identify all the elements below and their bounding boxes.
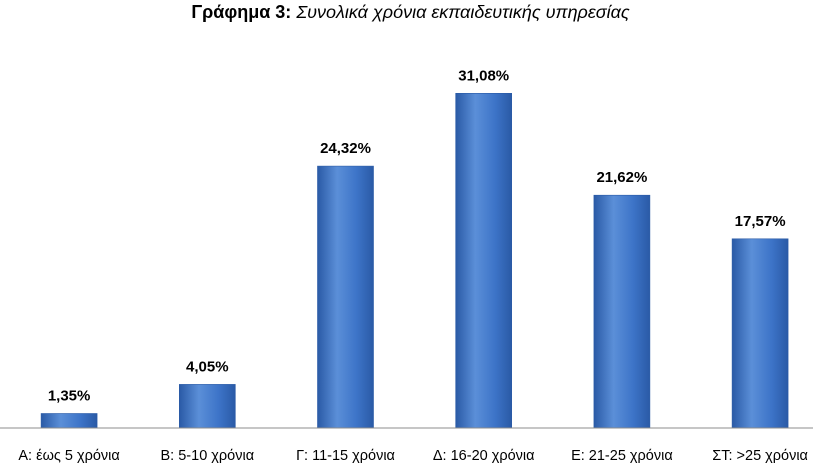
data-label-6: 17,57% bbox=[735, 213, 786, 230]
bar-5 bbox=[593, 194, 651, 429]
data-labels-layer: 1,35% 4,05% 24,32% 31,08% 21,62% 17,57% bbox=[48, 67, 786, 404]
category-label-3: Γ: 11-15 χρόνια bbox=[296, 448, 395, 464]
bar-2 bbox=[179, 384, 236, 429]
chart-title: Γράφημα 3: Συνολικά χρόνια εκπαιδευτικής… bbox=[0, 2, 821, 23]
chart-title-text: Συνολικά χρόνια εκπαιδευτικής υπηρεσίας bbox=[296, 2, 630, 22]
data-label-2: 4,05% bbox=[186, 358, 229, 375]
bar-1 bbox=[40, 413, 98, 429]
category-label-6: ΣΤ: >25 χρόνια bbox=[712, 448, 808, 464]
bar-4 bbox=[455, 93, 513, 429]
bars-layer bbox=[40, 93, 789, 429]
data-label-1: 1,35% bbox=[48, 388, 91, 405]
bar-3 bbox=[317, 165, 374, 429]
data-label-3: 24,32% bbox=[320, 140, 371, 157]
data-label-5: 21,62% bbox=[596, 169, 647, 186]
bar-6 bbox=[731, 238, 789, 429]
category-label-2: Β: 5-10 χρόνια bbox=[161, 448, 255, 464]
category-label-4: Δ: 16-20 χρόνια bbox=[433, 448, 535, 464]
chart-title-prefix: Γράφημα 3: bbox=[191, 2, 292, 22]
data-label-4: 31,08% bbox=[458, 67, 509, 84]
category-labels-layer: Α: έως 5 χρόνια Β: 5-10 χρόνια Γ: 11-15 χρ… bbox=[18, 448, 808, 464]
category-label-1: Α: έως 5 χρόνια bbox=[18, 448, 119, 464]
category-label-5: Ε: 21-25 χρόνια bbox=[571, 448, 673, 464]
